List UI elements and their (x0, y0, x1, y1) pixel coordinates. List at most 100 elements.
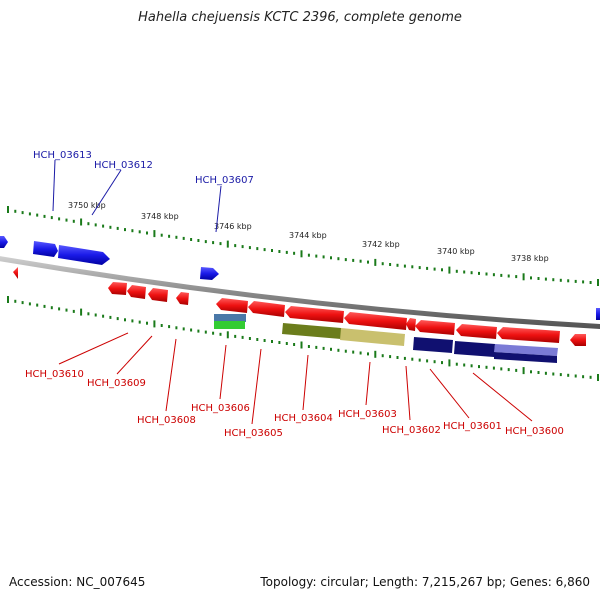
scale-minor-tick (455, 362, 458, 366)
scale-minor-tick (470, 364, 473, 368)
gene-arrow-reverse[interactable] (497, 327, 560, 343)
scale-minor-tick (515, 275, 518, 279)
scale-minor-tick (537, 371, 540, 374)
reverse-gene-labels: HCH_03610 HCH_03609 HCH_03608 HCH_03606 … (25, 332, 564, 439)
gene-arrow-reverse[interactable] (216, 298, 248, 313)
gene-label-reverse[interactable]: HCH_03608 (137, 415, 196, 426)
scale-tick-label: 3750 kbp (68, 201, 106, 210)
feature-block[interactable] (214, 314, 246, 322)
scale-minor-tick (131, 319, 134, 323)
gene-arrow-reverse[interactable] (456, 324, 497, 339)
genome-stats-text: Topology: circular; Length: 7,215,267 bp… (260, 575, 590, 589)
scale-minor-tick (87, 312, 90, 316)
scale-minor-tick (248, 246, 251, 250)
gene-arrow-reverse[interactable] (127, 285, 146, 299)
scale-minor-tick (352, 258, 355, 262)
scale-minor-tick (492, 273, 495, 277)
feature-block[interactable] (454, 341, 495, 357)
gene-label-forward[interactable]: HCH_03612 (94, 160, 153, 171)
scale-minor-tick (582, 280, 585, 284)
gene-arrow-reverse[interactable] (148, 288, 168, 302)
gene-label-reverse[interactable]: HCH_03601 (443, 421, 502, 432)
gene-arrow-reverse[interactable] (406, 318, 416, 331)
scale-minor-tick (426, 266, 429, 270)
scale-tick-label: 3748 kbp (141, 212, 179, 221)
gene-label-forward[interactable]: HCH_03607 (195, 175, 254, 186)
feature-block[interactable] (494, 344, 558, 356)
scale-minor-tick (241, 245, 244, 249)
gene-label-reverse[interactable]: HCH_03604 (274, 413, 333, 424)
gene-arrow-reverse[interactable] (415, 320, 455, 335)
gene-arrow-forward[interactable] (58, 245, 110, 265)
scale-minor-tick (418, 266, 421, 270)
scale-minor-tick (500, 367, 503, 371)
reverse-strand-genes (13, 267, 586, 346)
feature-block[interactable] (214, 321, 245, 329)
scale-minor-tick (389, 263, 392, 266)
scale-minor-tick (411, 357, 414, 361)
gene-label-reverse[interactable]: HCH_03602 (382, 425, 441, 436)
scale-minor-tick (58, 307, 61, 311)
feature-block[interactable] (413, 337, 453, 353)
gene-label-reverse[interactable]: HCH_03610 (25, 369, 84, 380)
scale-minor-tick (271, 340, 273, 343)
gene-label-reverse[interactable]: HCH_03605 (224, 428, 283, 439)
scale-minor-tick (190, 238, 193, 241)
scale-minor-tick (263, 339, 266, 342)
scale-minor-tick (315, 345, 318, 349)
scale-minor-tick (293, 251, 296, 255)
scale-minor-tick (330, 256, 332, 260)
scale-minor-tick (124, 228, 126, 232)
gene-arrow-reverse[interactable] (344, 312, 407, 330)
scale-minor-tick (21, 301, 24, 305)
scale-minor-tick (515, 368, 518, 372)
scale-minor-tick (102, 224, 105, 228)
scale-minor-tick (530, 370, 532, 374)
scale-minor-tick (168, 234, 171, 238)
scale-minor-tick (396, 356, 399, 359)
feature-block[interactable] (340, 328, 405, 346)
gene-label-reverse[interactable]: HCH_03600 (505, 426, 564, 437)
gene-label-reverse[interactable]: HCH_03609 (87, 378, 146, 389)
scale-minor-tick (441, 268, 443, 272)
gene-arrow-reverse[interactable] (176, 292, 189, 305)
scale-minor-tick (559, 278, 562, 282)
gene-arrow-forward[interactable] (200, 267, 219, 280)
scale-minor-tick (43, 214, 46, 218)
gene-arrow-forward[interactable] (33, 241, 58, 257)
scale-minor-tick (146, 321, 148, 325)
scale-minor-tick (256, 247, 259, 251)
gene-arrow-reverse[interactable] (285, 306, 344, 323)
gene-arrow-reverse[interactable] (248, 301, 285, 317)
scale-minor-tick (396, 263, 399, 267)
scale-major-tick (300, 250, 303, 258)
scale-minor-tick (544, 277, 547, 281)
scale-major-tick (226, 331, 229, 339)
scale-minor-tick (72, 219, 75, 223)
scale-tick-label: 3742 kbp (362, 240, 400, 249)
scale-minor-tick (485, 365, 488, 369)
gene-label-reverse[interactable]: HCH_03603 (338, 409, 397, 420)
gene-label-forward[interactable]: HCH_03613 (33, 150, 92, 161)
gene-label-reverse[interactable]: HCH_03606 (191, 403, 250, 414)
scale-minor-tick (381, 354, 384, 358)
scale-minor-tick (219, 332, 222, 336)
gene-arrow-reverse[interactable] (570, 334, 586, 346)
scale-minor-tick (204, 240, 207, 244)
gene-arrow-reverse[interactable] (108, 282, 127, 295)
scale-minor-tick (359, 259, 362, 263)
scale-minor-tick (204, 330, 207, 334)
scale-minor-tick (87, 222, 90, 226)
scale-minor-tick (241, 335, 244, 339)
gene-arrow-reverse[interactable] (13, 267, 18, 279)
scale-minor-tick (455, 269, 458, 273)
feature-block[interactable] (494, 352, 557, 363)
scale-minor-tick (263, 248, 266, 252)
gene-arrow-forward[interactable] (0, 236, 8, 248)
gene-arrow-forward[interactable] (596, 308, 600, 320)
scale-minor-tick (65, 218, 68, 222)
scale-minor-tick (426, 359, 429, 363)
scale-minor-tick (234, 244, 237, 248)
feature-block[interactable] (282, 323, 341, 339)
scale-minor-tick (14, 209, 17, 213)
